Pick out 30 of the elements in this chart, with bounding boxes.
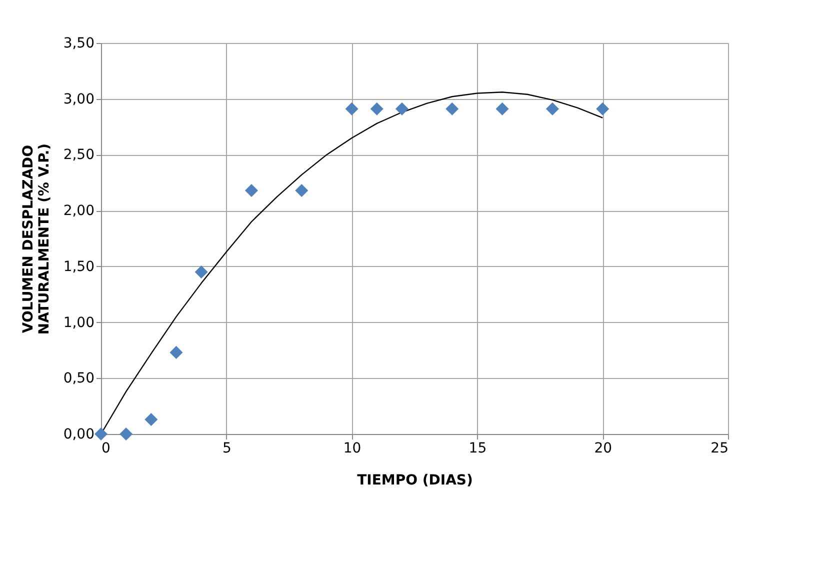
y-tick-label: 3,00	[63, 91, 94, 108]
point	[94, 427, 108, 441]
y-tick-label: 0,00	[63, 426, 94, 442]
point	[496, 102, 509, 116]
point	[170, 346, 183, 359]
x-tick-label: 20	[594, 440, 612, 456]
x-axis-title: TIEMPO (DIAS)	[357, 472, 473, 488]
point	[446, 102, 459, 116]
point	[370, 102, 384, 116]
point	[144, 412, 158, 426]
y-tick-label: 1,00	[63, 314, 94, 331]
x-tick-label: 10	[343, 440, 362, 456]
point	[244, 184, 258, 197]
x-tick-label: 15	[468, 440, 487, 456]
y-tick-label: 2,00	[63, 203, 94, 220]
point	[345, 102, 358, 116]
point	[295, 184, 308, 197]
x-tick-label: 25	[710, 440, 728, 456]
point	[395, 102, 408, 116]
x-tick-label: 0	[102, 440, 110, 456]
y-tick-label: 2,50	[63, 147, 94, 164]
y-tick-label: 3,50	[63, 36, 94, 52]
y-tick-label: 1,50	[63, 258, 94, 275]
y-axis-title: VOLUMEN DESPLAZADO NATURALMENTE (% V.P.)	[20, 143, 52, 335]
point	[546, 102, 559, 116]
point	[596, 102, 610, 116]
y-tick-label: 0,50	[63, 370, 94, 387]
point	[194, 265, 208, 279]
x-tick-label: 5	[222, 440, 232, 456]
point	[120, 427, 133, 441]
